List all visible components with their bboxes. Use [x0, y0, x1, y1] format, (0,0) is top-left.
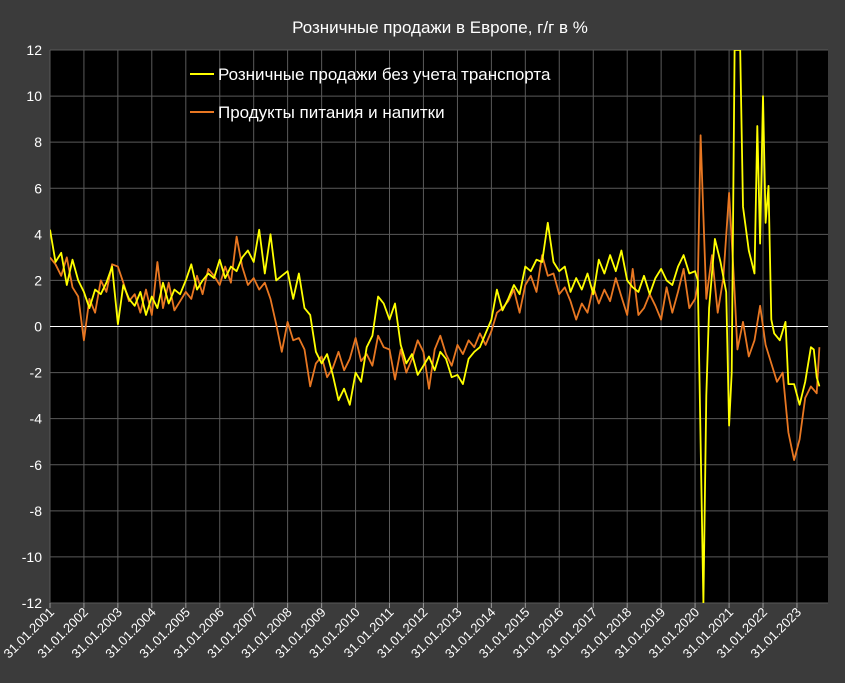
y-tick-label: 12	[26, 42, 42, 58]
series-line-2	[50, 134, 821, 461]
legend-label: Розничные продажи без учета транспорта	[218, 65, 551, 84]
y-axis: -12 -10 -8 -6 -4 -2 0 2 4 6 8 10 12	[22, 42, 42, 611]
y-tick-label: 10	[26, 88, 42, 104]
y-tick-label: -6	[30, 457, 43, 473]
y-tick-label: -8	[30, 503, 43, 519]
legend-label: Продукты питания и напитки	[218, 103, 445, 122]
y-tick-label: -10	[22, 549, 42, 565]
y-tick-label: -12	[22, 595, 42, 611]
y-tick-label: 0	[34, 319, 42, 335]
y-tick-label: 4	[34, 226, 42, 242]
y-tick-label: 2	[34, 272, 42, 288]
series-lines	[50, 50, 821, 603]
y-tick-label: 6	[34, 180, 42, 196]
y-tick-label: -2	[30, 365, 43, 381]
legend: Розничные продажи без учета транспорта Пр…	[190, 65, 551, 122]
chart-title: Розничные продажи в Европе, г/г в %	[292, 18, 588, 37]
series-line-1	[50, 50, 821, 603]
y-tick-label: -4	[30, 411, 43, 427]
y-tick-label: 8	[34, 134, 42, 150]
